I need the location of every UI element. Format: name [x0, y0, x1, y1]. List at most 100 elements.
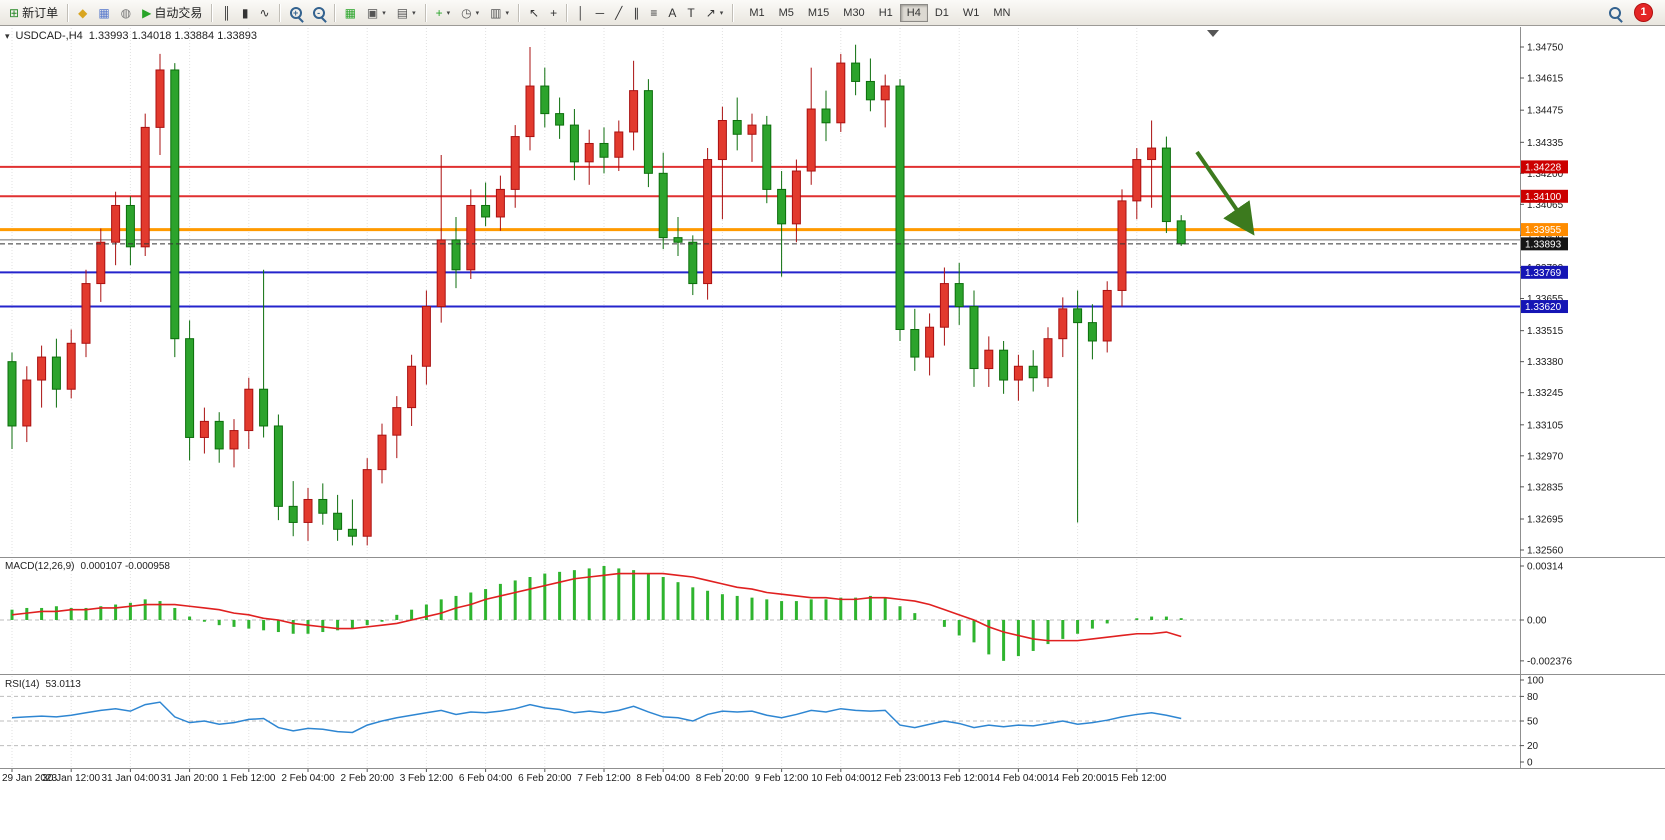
svg-text:1.33893: 1.33893 [1525, 239, 1562, 250]
text-icon[interactable]: A [663, 2, 681, 24]
zoom-in-button[interactable]: + [285, 2, 307, 24]
periods-icon-glyph: ◷ [461, 5, 472, 20]
svg-text:-0.002376: -0.002376 [1527, 656, 1572, 667]
svg-text:2 Feb 20:00: 2 Feb 20:00 [341, 773, 395, 784]
bar-chart-icon[interactable]: ║ [217, 2, 236, 24]
auto-trading-icon: ▶ [142, 5, 152, 20]
toolbar: ⊞ 新订单 ◆ ▦ ◍ ▶ 自动交易 ║ ▮ ∿ + - ▦ ▣ ▾ ▤ ▾ + ▾ ◷ ▾ ▥ ▾ ↖ + │ ─ ╱ ∥ ≡ A T ↗ ▾ M… [0, 0, 1665, 26]
navigator-icon[interactable]: ▦ [93, 2, 114, 24]
trend-arrow-annotation[interactable] [1195, 150, 1255, 236]
horizontal-line-objects[interactable] [0, 165, 1520, 308]
timeframe-m1-button[interactable]: M1 [742, 4, 771, 22]
vertical-line-icon[interactable]: │ [572, 2, 590, 24]
candlestick-chart-icon[interactable]: ▮ [237, 2, 254, 24]
rsi-name: RSI(14) [5, 679, 40, 690]
templates-icon-glyph: ▥ [490, 5, 502, 20]
crosshair-icon[interactable]: + [545, 2, 562, 24]
chart-info-line: ▾ USDCAD-,H4 1.33993 1.34018 1.33884 1.3… [5, 30, 257, 42]
market-watch-icon-glyph: ◆ [78, 5, 88, 20]
horizontal-line-icon-glyph: ─ [595, 5, 605, 20]
zoom-out-button[interactable]: - [308, 2, 330, 24]
svg-text:1.33245: 1.33245 [1527, 388, 1564, 399]
notification-badge[interactable]: 1 [1634, 3, 1653, 22]
toolbar-right: 1 [1604, 2, 1661, 24]
pane-separators[interactable] [0, 27, 1665, 769]
svg-text:1.32560: 1.32560 [1527, 546, 1564, 557]
timeframe-d1-button[interactable]: D1 [928, 4, 956, 22]
svg-text:0.00: 0.00 [1527, 616, 1547, 627]
svg-text:1.32835: 1.32835 [1527, 482, 1564, 493]
profiles-icon[interactable]: ▤ ▾ [392, 2, 421, 24]
label-icon[interactable]: T [682, 2, 699, 24]
market-watch-icon[interactable]: ◆ [73, 2, 92, 24]
new-chart-icon[interactable]: ▣ ▾ [362, 2, 391, 24]
timeframe-h1-button[interactable]: H1 [872, 4, 900, 22]
svg-text:1.34335: 1.34335 [1527, 138, 1564, 149]
rsi-axis-labels: 100 80 50 20 0 [1520, 676, 1544, 769]
tile-windows-icon[interactable]: ▦ [340, 2, 361, 24]
timeframe-m15-button[interactable]: M15 [801, 4, 836, 22]
macd-axis-labels: 0.00314 0.00 -0.002376 [1520, 562, 1572, 667]
svg-text:1.33380: 1.33380 [1527, 357, 1564, 368]
macd-values: 0.000107 -0.000958 [80, 561, 170, 572]
price-badge: 1.33620 [1521, 300, 1568, 314]
svg-text:80: 80 [1527, 692, 1539, 703]
svg-text:31 Jan 20:00: 31 Jan 20:00 [161, 773, 219, 784]
channel-icon-glyph: ∥ [633, 5, 640, 20]
timeframe-m5-button[interactable]: M5 [772, 4, 801, 22]
timeframe-mn-button[interactable]: MN [986, 4, 1017, 22]
toolbar-separator [278, 3, 281, 22]
indicator-level-lines [0, 619, 1520, 747]
timeframe-w1-button[interactable]: W1 [956, 4, 987, 22]
svg-text:8 Feb 20:00: 8 Feb 20:00 [696, 773, 750, 784]
zoom-out-icon: - [312, 6, 325, 19]
dropdown-caret-icon: ▾ [382, 9, 386, 17]
terminal-icon-glyph: ◍ [120, 5, 132, 20]
toolbar-separator [566, 3, 569, 22]
fibonacci-icon[interactable]: ≡ [645, 2, 662, 24]
search-icon [1609, 6, 1621, 19]
svg-text:20: 20 [1527, 741, 1539, 752]
symbol-period-label: USDCAD-,H4 [15, 30, 83, 42]
indicators-icon-glyph: + [435, 5, 443, 20]
arrows-icon-glyph: ↗ [705, 5, 716, 20]
timeframe-h4-button[interactable]: H4 [899, 3, 928, 22]
auto-trading-button[interactable]: ▶ 自动交易 [137, 2, 207, 24]
indicators-icon[interactable]: + ▾ [431, 2, 456, 24]
candles-layer [7, 44, 1186, 546]
new-order-button-label: 新订单 [22, 6, 59, 20]
line-chart-icon-glyph: ∿ [259, 5, 270, 20]
svg-text:30 Jan 12:00: 30 Jan 12:00 [42, 773, 100, 784]
cursor-icon[interactable]: ↖ [524, 2, 544, 24]
price-badge: 1.33893 [1521, 237, 1568, 251]
terminal-icon[interactable]: ◍ [116, 2, 136, 24]
svg-text:9 Feb 12:00: 9 Feb 12:00 [755, 773, 809, 784]
collapse-icon[interactable]: ▾ [5, 30, 10, 41]
channel-icon[interactable]: ∥ [628, 2, 644, 24]
arrows-icon[interactable]: ↗ ▾ [701, 2, 729, 24]
profiles-icon-glyph: ▤ [396, 5, 409, 20]
timeframe-m30-button[interactable]: M30 [836, 4, 871, 22]
line-chart-icon[interactable]: ∿ [255, 2, 275, 24]
templates-icon[interactable]: ▥ ▾ [485, 2, 514, 24]
rsi-indicator-label: RSI(14) 53.0113 [5, 679, 81, 690]
new-order-button[interactable]: ⊞ 新订单 [4, 2, 63, 24]
price-axis-labels: 1.34750 1.34615 1.34475 1.34335 1.34200 1.340… [1520, 43, 1564, 557]
search-button[interactable] [1604, 2, 1626, 24]
new-order-icon: ⊞ [9, 5, 20, 20]
macd-signal-line [11, 572, 1182, 642]
periods-icon[interactable]: ◷ ▾ [456, 2, 484, 24]
svg-text:13 Feb 12:00: 13 Feb 12:00 [930, 773, 989, 784]
trendline-icon[interactable]: ╱ [610, 2, 627, 24]
horizontal-line-icon[interactable]: ─ [591, 2, 610, 24]
svg-text:1.33955: 1.33955 [1525, 225, 1562, 236]
crosshair-icon-glyph: + [550, 5, 558, 20]
svg-text:0: 0 [1527, 758, 1533, 769]
chart-shift-marker[interactable] [1207, 30, 1219, 37]
tile-windows-icon-glyph: ▦ [344, 5, 356, 20]
auto-trading-button-label: 自动交易 [154, 6, 203, 20]
cursor-icon-glyph: ↖ [529, 5, 540, 20]
svg-text:1.34100: 1.34100 [1525, 192, 1562, 203]
